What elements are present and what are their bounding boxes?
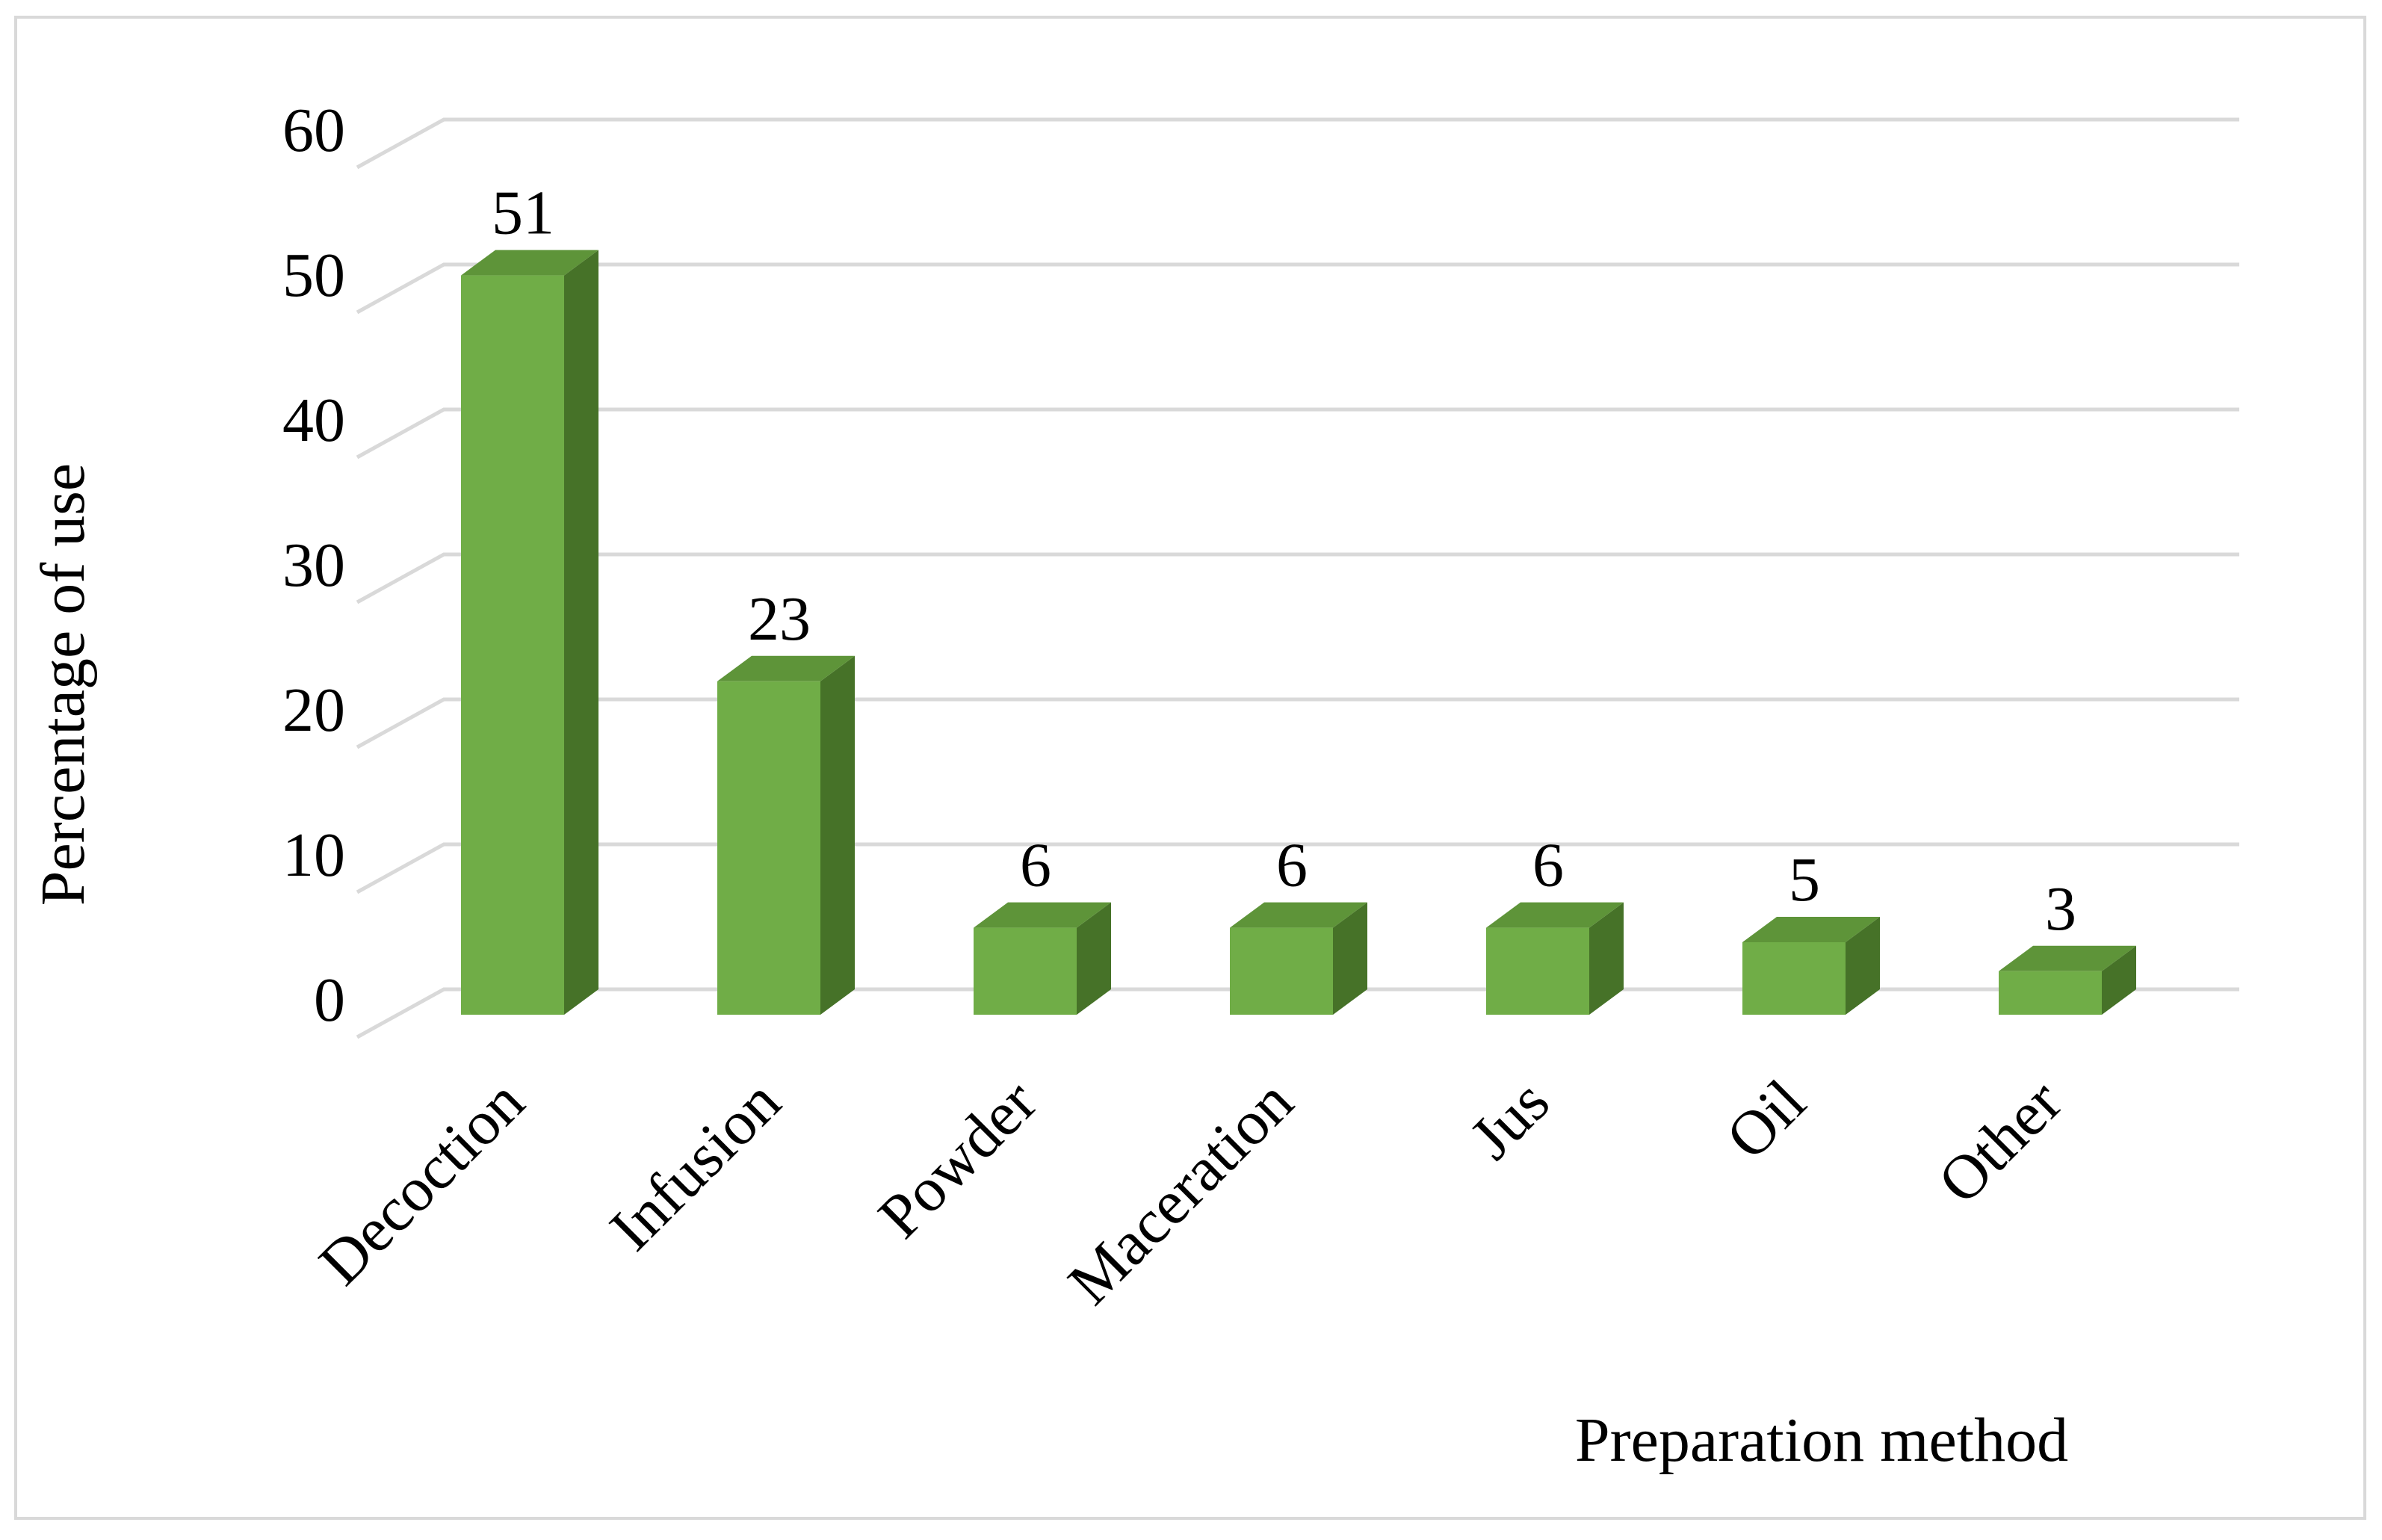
bar: [461, 250, 598, 1015]
data-label: 51: [492, 179, 554, 248]
bar-top: [974, 902, 1111, 928]
bar-top: [1486, 902, 1624, 928]
data-label: 6: [1532, 831, 1564, 900]
data-labels: 51 23 6 6 6 5 3: [492, 179, 2076, 944]
bar: [974, 902, 1111, 1015]
y-tick-label: 10: [282, 820, 345, 890]
y-tick-label: 40: [282, 386, 345, 455]
bar-side: [820, 655, 855, 1015]
gridline: [356, 117, 2239, 170]
bar: [1486, 902, 1624, 1015]
y-tick-label: 0: [314, 965, 345, 1035]
gridline: [356, 697, 2239, 749]
y-tick-label: 60: [282, 96, 345, 165]
data-label: 6: [1276, 831, 1308, 900]
bar-front: [461, 275, 564, 1015]
bar-front: [1742, 942, 1846, 1015]
gridlines: [356, 117, 2239, 1039]
bar-side: [1589, 902, 1624, 1015]
y-tick-label: 50: [282, 241, 345, 310]
bar-side: [1846, 917, 1880, 1015]
bar-top: [717, 655, 855, 681]
data-label: 6: [1020, 831, 1051, 900]
bar-front: [1999, 971, 2102, 1015]
data-label: 3: [2045, 874, 2076, 944]
bar: [1230, 902, 1367, 1015]
bar-side: [564, 250, 598, 1015]
data-label: 23: [748, 584, 811, 654]
gridline: [356, 842, 2239, 894]
bar-top: [1999, 945, 2136, 971]
gridline: [356, 987, 2239, 1039]
bar-front: [974, 927, 1077, 1015]
gridline: [356, 552, 2239, 604]
bar: [717, 655, 855, 1015]
y-axis-title: Percentage of use: [28, 463, 98, 906]
bar-front: [717, 681, 820, 1015]
bar: [1742, 917, 1880, 1015]
bar-top: [1230, 902, 1367, 928]
bar-side: [1077, 902, 1111, 1015]
bar-side: [1333, 902, 1367, 1015]
bar-top: [1742, 917, 1880, 942]
bars: [461, 250, 2136, 1015]
y-axis-ticks: 0 10 20 30 40 50 60: [282, 96, 345, 1035]
gridline: [356, 407, 2239, 460]
bar-front: [1486, 927, 1589, 1015]
y-tick-label: 30: [282, 531, 345, 600]
bar-side: [2102, 945, 2136, 1015]
bar: [1999, 945, 2136, 1015]
bar-front: [1230, 927, 1333, 1015]
bar-top: [461, 250, 598, 276]
x-axis-title: Preparation method: [1575, 1406, 2068, 1475]
data-label: 5: [1789, 845, 1820, 915]
y-tick-label: 20: [282, 675, 345, 745]
chart-border: [14, 16, 2366, 1520]
gridline: [356, 262, 2239, 315]
